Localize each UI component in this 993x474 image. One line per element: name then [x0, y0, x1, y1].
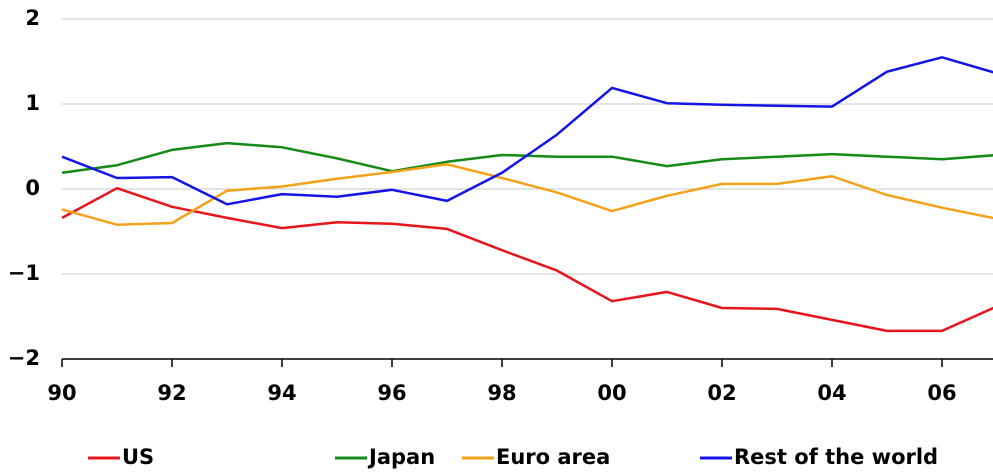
x-tick-label: 06	[927, 381, 956, 405]
x-tick-label: 04	[817, 381, 846, 405]
legend-label: Rest of the world	[734, 445, 938, 469]
x-tick-label: 90	[47, 381, 76, 405]
y-tick-label: −2	[8, 346, 40, 370]
y-tick-label: −1	[8, 261, 40, 285]
y-tick-label: 1	[25, 91, 40, 115]
y-tick-label: 2	[25, 6, 40, 30]
legend-label: Japan	[367, 445, 435, 469]
series-line	[61, 141, 993, 175]
x-tick-label: 98	[487, 381, 516, 405]
x-tick-label: 00	[597, 381, 626, 405]
y-tick-label: 0	[25, 176, 40, 200]
series-line	[61, 56, 993, 206]
x-tick-label: 96	[377, 381, 406, 405]
legend-label: Euro area	[496, 445, 610, 469]
x-tick-label: 92	[157, 381, 186, 405]
x-tick-label: 94	[267, 381, 296, 405]
series-line	[61, 163, 993, 226]
x-tick-label: 02	[707, 381, 736, 405]
series-line	[61, 186, 993, 333]
legend-label: US	[122, 445, 154, 469]
